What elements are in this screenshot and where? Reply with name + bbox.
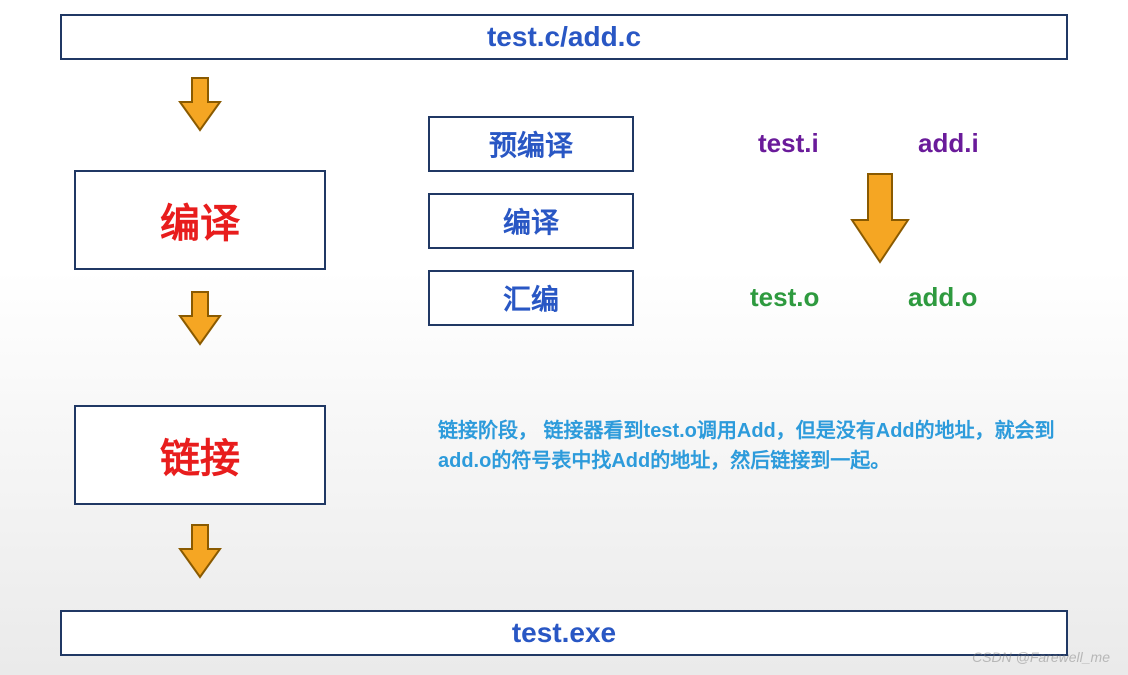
sub-compile-label: 编译	[503, 201, 559, 241]
precompile-label: 预编译	[489, 124, 573, 164]
precompile-box: 预编译	[428, 116, 634, 172]
link-stage-box: 链接	[74, 405, 326, 505]
link-description: 链接阶段， 链接器看到test.o调用Add，但是没有Add的地址，就会到add…	[438, 416, 1058, 476]
file-add-o: add.o	[908, 282, 977, 313]
compile-stage-label: 编译	[160, 191, 240, 249]
arrow-down-right	[850, 172, 910, 264]
file-test-o: test.o	[750, 282, 819, 313]
file-test-i: test.i	[758, 128, 819, 159]
arrow-down-2	[178, 290, 222, 346]
watermark: CSDN @Farewell_me	[972, 649, 1110, 665]
arrow-down-1	[178, 76, 222, 132]
file-add-i: add.i	[918, 128, 979, 159]
sub-compile-box: 编译	[428, 193, 634, 249]
source-files-box: test.c/add.c	[60, 14, 1068, 60]
assemble-box: 汇编	[428, 270, 634, 326]
compile-stage-box: 编译	[74, 170, 326, 270]
source-files-label: test.c/add.c	[487, 21, 641, 52]
output-file-label: test.exe	[512, 617, 616, 648]
assemble-label: 汇编	[503, 278, 559, 318]
link-stage-label: 链接	[160, 426, 240, 484]
output-file-box: test.exe	[60, 610, 1068, 656]
arrow-down-3	[178, 523, 222, 579]
